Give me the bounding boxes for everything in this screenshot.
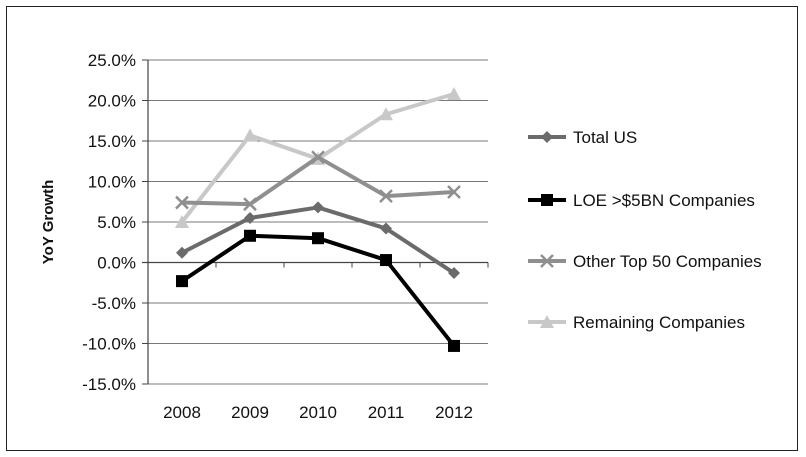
marker-stroke (243, 197, 257, 212)
series-line (180, 233, 456, 348)
data-point (447, 185, 461, 199)
y-tick-label: -15.0% (82, 375, 136, 394)
y-tick-label: 0.0% (97, 254, 136, 273)
data-point (448, 267, 460, 280)
legend-item: Total US (528, 128, 637, 147)
data-point (243, 128, 257, 142)
y-tick-labels: 25.0% 20.0% 15.0% 10.0% 5.0% 0.0% -5.0% -10.0% -… (82, 51, 136, 394)
y-tick-label: -5.0% (92, 294, 136, 313)
legend-item: LOE >$5BN Companies (528, 191, 755, 210)
gridlines (148, 59, 488, 385)
data-point (175, 195, 189, 210)
legend-label: Other Top 50 Companies (573, 252, 762, 271)
legend-label: Remaining Companies (573, 313, 745, 332)
data-point (447, 87, 461, 101)
y-tick-label: 5.0% (97, 213, 136, 232)
y-tick-label: 20.0% (88, 92, 136, 111)
marker-stroke (447, 185, 461, 199)
data-point (379, 189, 393, 203)
marker-stroke (311, 150, 325, 165)
data-point (243, 197, 257, 212)
x-tick-label: 2011 (368, 403, 405, 422)
marker-stroke (379, 189, 393, 203)
legend-item: Other Top 50 Companies (528, 252, 762, 271)
data-point (448, 339, 460, 352)
y-tick-label: 25.0% (88, 51, 136, 70)
x-tick-labels: 2008 2009 2010 2011 2012 (163, 403, 473, 422)
axes (142, 59, 489, 385)
legend-swatch-marker (541, 131, 553, 143)
legend-swatch-marker (541, 194, 553, 206)
y-axis-label: YoY Growth (40, 180, 57, 264)
y-tick-label: 10.0% (88, 173, 136, 192)
chart-frame (6, 6, 798, 451)
marker-stroke (175, 195, 189, 210)
legend-swatch-marker (540, 315, 554, 328)
legend-item: Remaining Companies (528, 313, 745, 332)
data-point (312, 232, 324, 245)
series-loe-5bn-companies (176, 229, 460, 352)
y-tick-label: -10.0% (82, 335, 136, 354)
data-point (380, 222, 392, 235)
data-point (244, 211, 256, 224)
data-point (311, 150, 325, 165)
x-tick-label: 2009 (231, 403, 269, 422)
data-point (176, 275, 188, 288)
data-point (312, 201, 324, 214)
marker-stroke (540, 254, 554, 268)
data-point (380, 254, 392, 267)
series-lines (175, 87, 461, 352)
data-point (176, 246, 188, 259)
legend: Total US LOE >$5BN Companies Other Top 50 … (528, 128, 762, 332)
data-point (175, 215, 189, 228)
series-total-us (176, 201, 460, 280)
x-tick-label: 2008 (163, 403, 201, 422)
data-point (379, 107, 393, 121)
x-tick-label: 2010 (299, 403, 337, 422)
y-tick-label: 15.0% (88, 132, 136, 151)
data-point (244, 229, 256, 242)
legend-label: LOE >$5BN Companies (573, 191, 755, 210)
x-tick-label: 2012 (435, 403, 473, 422)
legend-label: Total US (573, 128, 637, 147)
series-other-top-50-companies (175, 150, 461, 212)
legend-swatch-marker (540, 254, 554, 268)
